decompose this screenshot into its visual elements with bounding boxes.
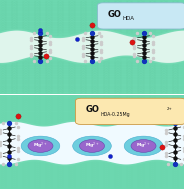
FancyBboxPatch shape <box>75 98 184 124</box>
Text: HDA: HDA <box>122 16 134 21</box>
Text: GO: GO <box>86 105 99 115</box>
FancyBboxPatch shape <box>98 3 184 29</box>
Circle shape <box>73 136 111 156</box>
Circle shape <box>21 136 60 156</box>
Text: Mg$^{2+}$: Mg$^{2+}$ <box>136 141 151 151</box>
Text: Mg$^{2+}$: Mg$^{2+}$ <box>85 141 99 151</box>
Text: 2+: 2+ <box>167 107 172 111</box>
Circle shape <box>79 140 105 152</box>
Circle shape <box>131 140 156 152</box>
Text: GO: GO <box>108 10 121 19</box>
Text: HDA-0.25Mg: HDA-0.25Mg <box>100 112 130 117</box>
Circle shape <box>124 136 163 156</box>
Text: Mg$^{2+}$: Mg$^{2+}$ <box>33 141 48 151</box>
Circle shape <box>28 140 53 152</box>
